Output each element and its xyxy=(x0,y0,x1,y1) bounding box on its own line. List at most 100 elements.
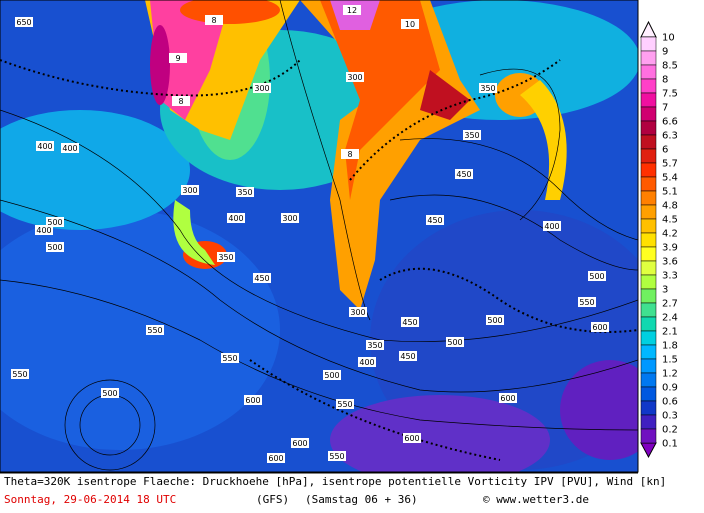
contour-label: 450 xyxy=(400,352,415,361)
contour-label-box xyxy=(591,322,609,332)
contour-label: 600 xyxy=(500,394,515,403)
contour-label: 8 xyxy=(211,16,216,25)
colorbar-swatch xyxy=(640,414,657,430)
contour-label-box xyxy=(217,252,235,262)
colorbar-label: 4.8 xyxy=(662,201,678,212)
colorbar-swatch xyxy=(640,302,657,318)
contour-label: 300 xyxy=(347,73,362,82)
contour-label: 400 xyxy=(62,144,77,153)
contour-label-box xyxy=(227,213,245,223)
colorbar-label: 10 xyxy=(662,33,675,44)
contour-label: 600 xyxy=(292,439,307,448)
contour-label-box xyxy=(205,15,223,25)
contour-label: 600 xyxy=(245,396,260,405)
colorbar-label: 4.2 xyxy=(662,229,678,240)
colorbar-swatch xyxy=(640,148,657,164)
contour-label-box xyxy=(479,83,497,93)
contour-label: 300 xyxy=(182,186,197,195)
map-field xyxy=(0,0,638,472)
colorbar-swatch xyxy=(640,386,657,402)
caption-date: Sonntag, 29-06-2014 18 UTC xyxy=(4,493,176,506)
caption-run: (Samstag 06 + 36) xyxy=(305,493,418,506)
colorbar-label: 9 xyxy=(662,47,668,58)
colorbar-swatch xyxy=(640,372,657,388)
colorbar-swatch xyxy=(640,78,657,94)
contour-label-box xyxy=(455,169,473,179)
contour-label-box xyxy=(11,369,29,379)
contour-label: 450 xyxy=(254,274,269,283)
contour-label: 500 xyxy=(102,389,117,398)
contour-label-box xyxy=(253,83,271,93)
contour-label: 350 xyxy=(237,188,252,197)
contour-label-box xyxy=(578,297,596,307)
caption-model: (GFS) xyxy=(256,493,289,506)
colorbar-label: 1.5 xyxy=(662,355,678,366)
contour-label: 450 xyxy=(402,318,417,327)
contour-label: 550 xyxy=(222,354,237,363)
contour-label: 500 xyxy=(447,338,462,347)
colorbar-label: 0.9 xyxy=(662,383,678,394)
contour-label-box xyxy=(403,433,421,443)
colorbar-label: 6.6 xyxy=(662,117,678,128)
colorbar-swatch xyxy=(640,50,657,66)
contour-label-box xyxy=(169,53,187,63)
contour-label-box xyxy=(35,225,53,235)
colorbar-swatch xyxy=(640,36,657,52)
contour-label-box xyxy=(101,388,119,398)
caption-copyright: © www.wetter3.de xyxy=(483,493,589,506)
contour-label: 400 xyxy=(37,142,52,151)
contour-labels: 400 300 300 350 300 350 400 400 450 300 350 300 400 4… xyxy=(11,5,609,463)
contour-label-box xyxy=(221,353,239,363)
colorbar-swatch xyxy=(640,288,657,304)
colorbar-swatch xyxy=(640,358,657,374)
contour-label-box xyxy=(366,340,384,350)
contour-label-box xyxy=(181,185,199,195)
contour-label: 500 xyxy=(487,316,502,325)
colorbar-swatch xyxy=(640,162,657,178)
colorbar-swatch xyxy=(640,246,657,262)
contour-label: 550 xyxy=(147,326,162,335)
colorbar-swatch xyxy=(640,232,657,248)
colorbar-swatch xyxy=(640,106,657,122)
contour-label-box xyxy=(244,395,262,405)
contour-label-box xyxy=(46,217,64,227)
colorbar: 10 9 8.5 8 7.5 7 6.6 6.3 6 5.7 5.4 5.1 4.8 4.5 4.2 3.9 3… xyxy=(640,20,678,459)
contour-label: 500 xyxy=(589,272,604,281)
colorbar-label: 8.5 xyxy=(662,61,678,72)
contour-label-box xyxy=(172,96,190,106)
contour-label-box xyxy=(343,5,361,15)
contour-label: 9 xyxy=(175,54,180,63)
colorbar-label: 5.1 xyxy=(662,187,678,198)
contour-label: 600 xyxy=(592,323,607,332)
contour-label-box xyxy=(291,438,309,448)
colorbar-swatch xyxy=(640,274,657,290)
colorbar-label: 1.2 xyxy=(662,369,678,380)
map-frame xyxy=(0,0,639,473)
colorbar-label: 7.5 xyxy=(662,89,678,100)
contour-label-box xyxy=(328,451,346,461)
contour-label-box xyxy=(146,325,164,335)
colorbar-label: 5.4 xyxy=(662,173,678,184)
contour-label: 550 xyxy=(579,298,594,307)
contour-label: 8 xyxy=(178,97,183,106)
contour-label-box xyxy=(499,393,517,403)
contour-label-box xyxy=(401,19,419,29)
colorbar-swatch xyxy=(640,344,657,360)
colorbar-swatch xyxy=(640,330,657,346)
contour-label: 300 xyxy=(254,84,269,93)
colorbar-label: 5.7 xyxy=(662,159,678,170)
contour-label: 500 xyxy=(324,371,339,380)
contour-label: 350 xyxy=(367,341,382,350)
contour-label: 550 xyxy=(337,400,352,409)
contour-label: 350 xyxy=(464,131,479,140)
contour-label-box xyxy=(46,242,64,252)
contour-label: 10 xyxy=(405,20,415,29)
contour-label-box xyxy=(346,72,364,82)
contour-label-box xyxy=(486,315,504,325)
colorbar-swatch xyxy=(640,120,657,136)
contour-label-box xyxy=(349,307,367,317)
contour-label: 500 xyxy=(47,218,62,227)
contour-label-box xyxy=(253,273,271,283)
contour-label-box xyxy=(281,213,299,223)
